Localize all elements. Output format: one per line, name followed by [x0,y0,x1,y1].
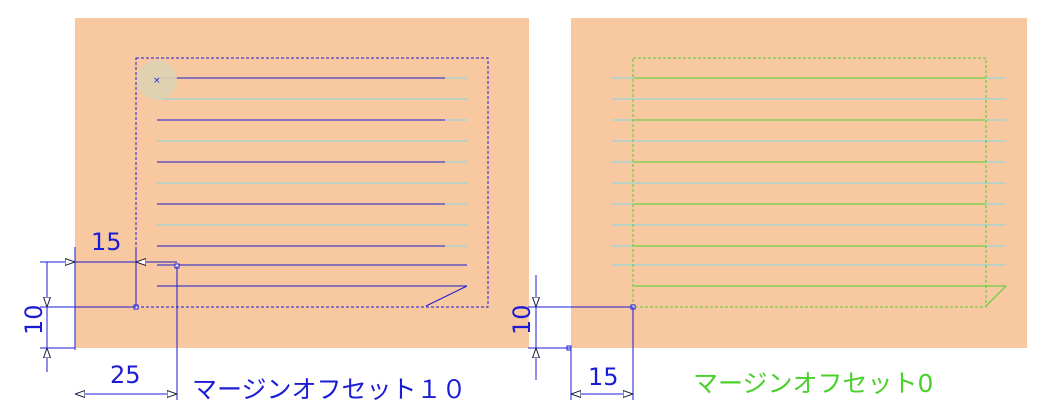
dim-label-15-bottom: 15 [588,363,619,391]
dim-label-15-top: 15 [91,228,122,256]
dim-label-10-right: 10 [508,304,536,335]
left-caption: マージンオフセット１０ [192,375,467,404]
right-caption: マージンオフセット0 [693,369,933,398]
dim-label-25-bottom: 25 [110,361,141,389]
dim-label-10-left: 10 [20,304,48,335]
left-panel: × 15 10 25 マージ [20,18,529,404]
right-panel: 10 15 マージンオフセット0 [508,18,1027,400]
start-cross-icon: × [153,76,161,86]
